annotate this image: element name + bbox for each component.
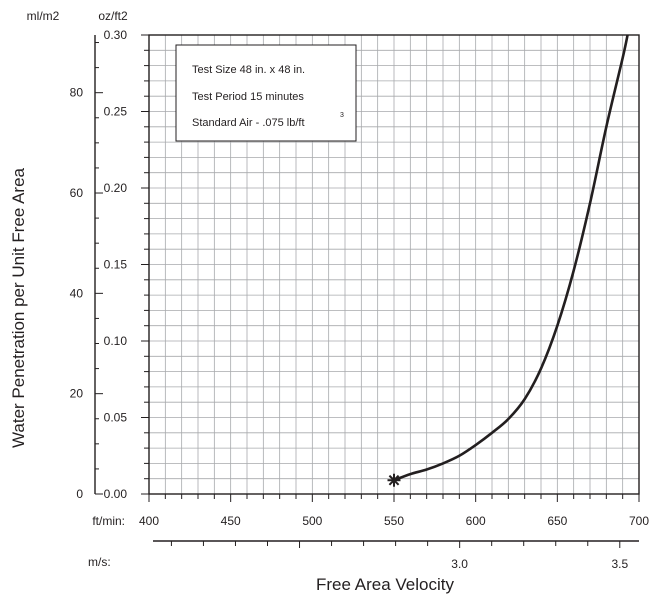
x-tick-label-ftmin: 650 [547, 514, 567, 528]
x-tick-label-ftmin: 600 [466, 514, 486, 528]
y-tick-label-ozft2: 0.25 [104, 105, 128, 119]
legend-box [175, 44, 357, 142]
y-tick-label-ozft2: 0.05 [104, 411, 128, 425]
y-tick-label-ozft2: 0.10 [104, 334, 128, 348]
x-tick-label-ftmin: 400 [139, 514, 159, 528]
x-tick-label-ms: 3.0 [451, 557, 468, 571]
x-tick-label-ms: 3.5 [611, 557, 628, 571]
y-axis-title: Water Penetration per Unit Free Area [9, 167, 28, 448]
legend-line-1: Test Size 48 in. x 48 in. [192, 64, 305, 76]
x-tick-label-ftmin: 500 [302, 514, 322, 528]
y-tick-label-mlm2: 20 [70, 387, 84, 401]
axes [94, 34, 640, 548]
legend-line-2: Test Period 15 minutes [192, 91, 304, 103]
y-tick-label-ozft2: 0.00 [104, 487, 128, 501]
asterisk-icon [387, 473, 401, 487]
y-tick-label-ozft2: 0.15 [104, 258, 128, 272]
legend-superscript: 3 [340, 112, 344, 119]
y-tick-label-ozft2: 0.20 [104, 181, 128, 195]
series-line [393, 34, 629, 482]
x-axis-title: Free Area Velocity [316, 575, 454, 594]
x-tick-label-ftmin: 550 [384, 514, 404, 528]
x-units-bottom: m/s: [88, 555, 111, 569]
y-tick-label-mlm2: 80 [70, 86, 84, 100]
y-tick-label-ozft2: 0.30 [104, 28, 128, 42]
x-tick-label-ftmin: 700 [629, 514, 649, 528]
y-units-right: oz/ft2 [98, 9, 128, 23]
x-tick-label-ftmin: 450 [221, 514, 241, 528]
y-units-left: ml/m2 [27, 9, 60, 23]
legend-line-3: Standard Air - .075 lb/ft [192, 117, 305, 129]
y-tick-label-mlm2: 0 [76, 487, 83, 501]
legend: Test Size 48 in. x 48 in. Test Period 15… [175, 44, 357, 142]
asterisk-stroke [388, 474, 400, 486]
y-tick-label-mlm2: 60 [70, 186, 84, 200]
y-tick-label-mlm2: 40 [70, 286, 84, 300]
x-units-top: ft/min: [92, 514, 125, 528]
